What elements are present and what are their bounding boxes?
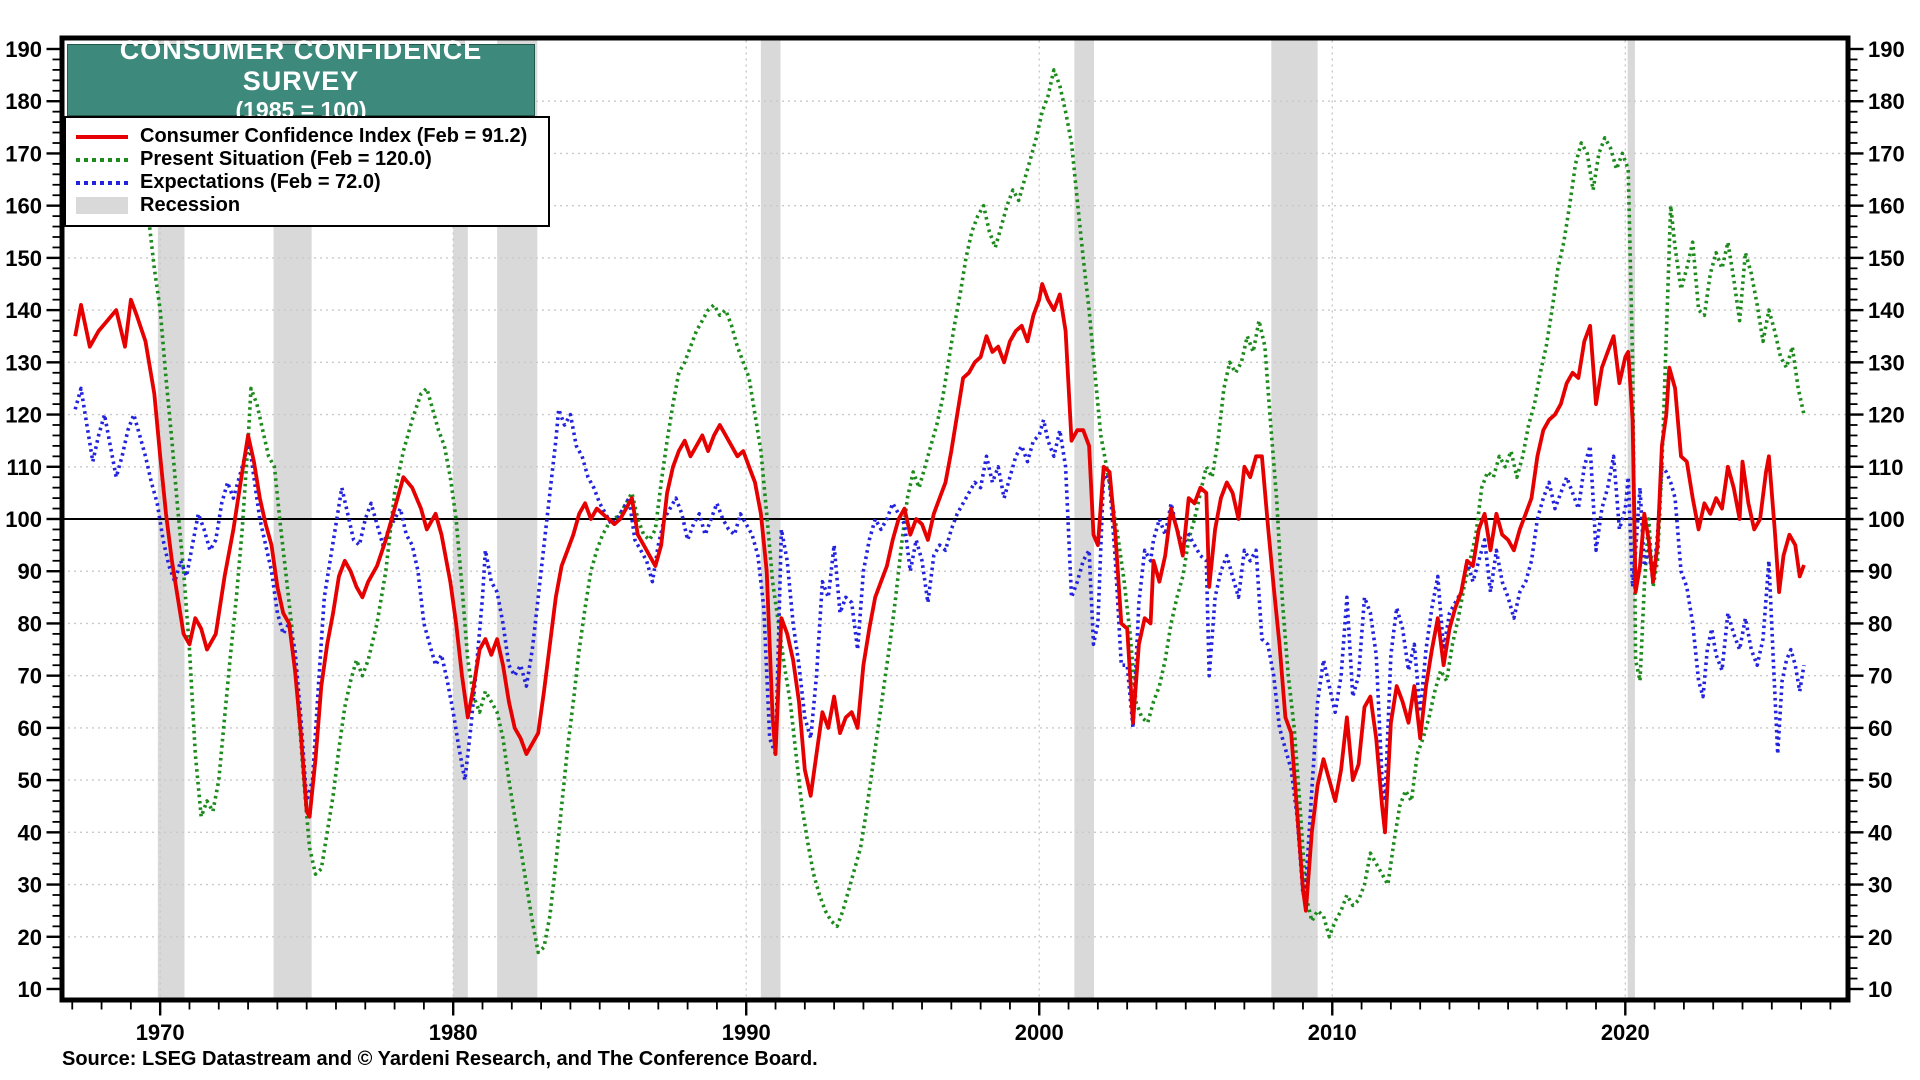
svg-text:130: 130 (5, 350, 42, 375)
svg-text:60: 60 (18, 716, 42, 741)
svg-text:50: 50 (18, 768, 42, 793)
svg-text:100: 100 (1868, 507, 1905, 532)
svg-text:10: 10 (1868, 977, 1892, 1002)
svg-text:140: 140 (1868, 298, 1905, 323)
svg-text:10: 10 (18, 977, 42, 1002)
svg-text:70: 70 (18, 664, 42, 689)
svg-text:1970: 1970 (136, 1020, 185, 1045)
legend-item: Consumer Confidence Index (Feb = 91.2) (76, 125, 538, 148)
svg-text:170: 170 (1868, 141, 1905, 166)
svg-text:30: 30 (1868, 873, 1892, 898)
svg-text:190: 190 (5, 37, 42, 62)
svg-text:120: 120 (5, 403, 42, 428)
svg-text:190: 190 (1868, 37, 1905, 62)
svg-text:80: 80 (18, 611, 42, 636)
svg-text:130: 130 (1868, 350, 1905, 375)
svg-text:90: 90 (1868, 559, 1892, 584)
line-swatch-icon (76, 180, 128, 185)
svg-text:170: 170 (5, 141, 42, 166)
svg-text:60: 60 (1868, 716, 1892, 741)
svg-text:2010: 2010 (1308, 1020, 1357, 1045)
svg-text:110: 110 (1868, 455, 1904, 480)
svg-text:150: 150 (5, 246, 42, 271)
line-swatch-icon (76, 157, 128, 162)
legend-item: Recession (76, 194, 538, 217)
svg-text:110: 110 (7, 455, 43, 480)
legend-box: Consumer Confidence Index (Feb = 91.2) Pr… (64, 116, 550, 227)
svg-text:140: 140 (5, 298, 42, 323)
svg-text:20: 20 (1868, 925, 1892, 950)
source-note: Source: LSEG Datastream and © Yardeni Re… (62, 1048, 818, 1070)
svg-text:2020: 2020 (1601, 1020, 1650, 1045)
svg-text:40: 40 (18, 820, 42, 845)
legend-label: Consumer Confidence Index (Feb = 91.2) (140, 125, 528, 147)
svg-text:160: 160 (1868, 194, 1905, 219)
svg-text:40: 40 (1868, 820, 1892, 845)
legend-item: Expectations (Feb = 72.0) (76, 171, 538, 194)
legend-label: Expectations (Feb = 72.0) (140, 171, 381, 193)
svg-text:70: 70 (1868, 664, 1892, 689)
legend-item: Present Situation (Feb = 120.0) (76, 148, 538, 171)
recession-swatch (76, 197, 128, 214)
legend-label: Recession (140, 194, 241, 216)
chart-title: CONSUMER CONFIDENCE SURVEY (119, 35, 483, 97)
svg-text:100: 100 (5, 507, 42, 532)
svg-text:160: 160 (5, 194, 42, 219)
line-swatch-icon (76, 134, 128, 139)
svg-text:180: 180 (5, 89, 42, 114)
svg-text:1990: 1990 (722, 1020, 771, 1045)
title-box: CONSUMER CONFIDENCE SURVEY (1985 = 100) (67, 35, 535, 123)
svg-text:80: 80 (1868, 611, 1892, 636)
svg-text:2000: 2000 (1015, 1020, 1064, 1045)
svg-text:1980: 1980 (429, 1020, 478, 1045)
svg-text:180: 180 (1868, 89, 1905, 114)
svg-text:120: 120 (1868, 403, 1905, 428)
svg-text:150: 150 (1868, 246, 1905, 271)
svg-text:90: 90 (18, 559, 42, 584)
svg-text:50: 50 (1868, 768, 1892, 793)
legend-label: Present Situation (Feb = 120.0) (140, 148, 432, 170)
svg-text:30: 30 (18, 873, 42, 898)
svg-text:20: 20 (18, 925, 42, 950)
